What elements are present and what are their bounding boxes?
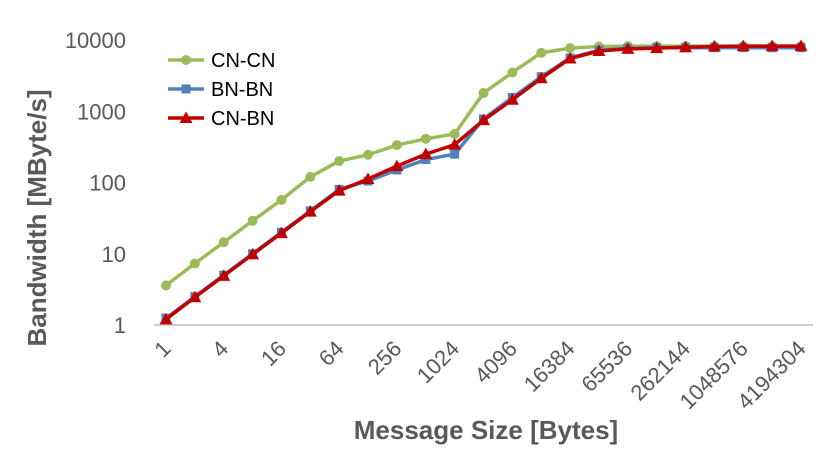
y-tick-label: 10000 <box>65 28 126 53</box>
x-axis-ticks: 1 4 16 64 256 1024 409616384655362621441048576… <box>149 336 810 414</box>
x-tick-label: 4 <box>207 336 233 362</box>
legend-label: CN-BN <box>211 108 274 130</box>
x-tick-label: 4096 <box>470 336 522 388</box>
data-point-cn-bn <box>679 40 693 53</box>
data-point-cn-bn <box>303 205 317 217</box>
data-point-cn-bn <box>159 312 173 325</box>
data-point-cn-cn <box>334 156 345 167</box>
data-point-cn-cn <box>276 194 287 205</box>
data-point-cn-bn <box>332 184 346 196</box>
x-tick-label: 16384 <box>519 336 580 397</box>
data-point-cn-cn <box>189 258 200 269</box>
x-axis-title: Message Size [Bytes] <box>354 415 618 445</box>
data-point-cn-bn <box>390 159 404 172</box>
data-point-cn-bn <box>736 39 750 52</box>
data-point-cn-bn <box>794 39 808 52</box>
data-point-cn-bn <box>477 113 490 126</box>
x-tick-label: 256 <box>363 336 407 380</box>
legend-marker <box>179 111 193 123</box>
x-tick-label: 1 <box>149 336 175 362</box>
data-point-cn-bn <box>246 247 260 260</box>
x-tick-label: 1024 <box>412 336 464 388</box>
data-point-cn-cn <box>420 133 431 144</box>
data-point-cn-bn <box>765 39 779 52</box>
y-axis-ticks: 1 10 100 1000 10000 <box>65 28 126 338</box>
data-point-cn-bn <box>361 172 375 184</box>
x-tick-label: 16 <box>256 336 291 371</box>
series-layer <box>159 39 808 325</box>
data-point-cn-cn <box>478 88 489 99</box>
data-point-cn-bn <box>505 93 519 105</box>
data-point-cn-cn <box>247 215 258 226</box>
data-point-cn-cn <box>536 47 547 58</box>
data-point-cn-bn <box>419 147 433 160</box>
legend: CN-CN BN-BN CN-BN <box>168 50 275 130</box>
y-tick-label: 10 <box>102 242 126 267</box>
data-point-cn-cn <box>363 149 374 160</box>
data-point-cn-cn <box>305 171 316 182</box>
y-tick-label: 1 <box>114 313 126 338</box>
data-point-bn-bn <box>421 155 431 165</box>
data-point-cn-cn <box>391 140 402 151</box>
y-tick-label: 100 <box>89 171 126 196</box>
data-point-cn-cn <box>161 280 171 291</box>
data-point-cn-bn <box>188 290 202 303</box>
legend-label: BN-BN <box>211 79 273 101</box>
data-point-cn-bn <box>534 71 548 84</box>
data-point-cn-bn <box>448 138 462 150</box>
data-point-cn-bn <box>621 42 635 54</box>
legend-marker <box>181 84 191 94</box>
legend-label: CN-CN <box>211 50 275 72</box>
data-point-cn-cn <box>507 67 518 78</box>
data-point-cn-bn <box>274 226 288 239</box>
y-axis-title: Bandwidth [MByte/s] <box>22 89 52 346</box>
data-point-cn-bn <box>592 44 606 57</box>
data-point-cn-bn <box>650 41 664 54</box>
data-point-cn-bn <box>217 269 231 281</box>
legend-marker <box>181 55 191 65</box>
data-point-bn-bn <box>450 149 460 159</box>
x-tick-label: 64 <box>314 336 349 371</box>
data-point-cn-cn <box>565 43 576 54</box>
data-point-cn-cn <box>218 237 229 248</box>
data-point-cn-cn <box>449 128 460 139</box>
data-point-cn-bn <box>563 51 577 64</box>
data-point-cn-bn <box>707 40 721 52</box>
y-tick-label: 1000 <box>77 99 126 124</box>
